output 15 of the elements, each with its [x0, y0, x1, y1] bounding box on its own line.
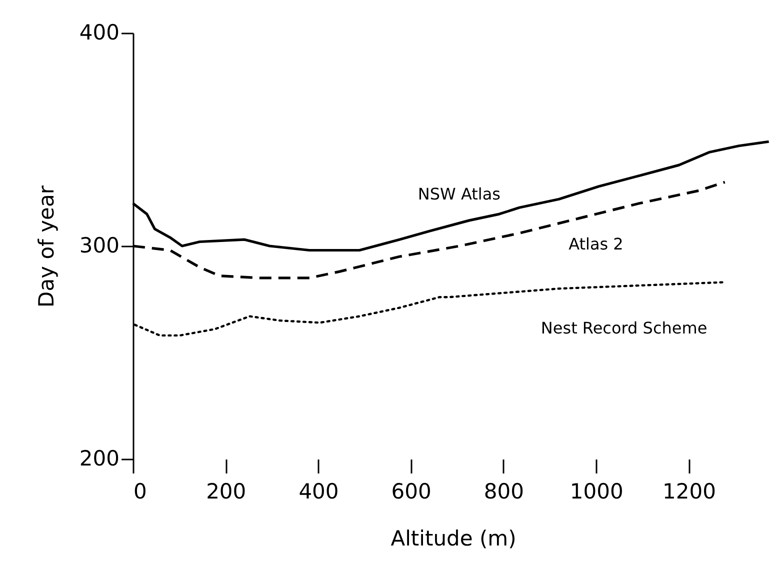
x-tick-label: 600: [391, 480, 432, 504]
series-label: Atlas 2: [568, 234, 624, 254]
y-tick-label: 200: [79, 446, 120, 470]
series-label: NSW Atlas: [418, 184, 500, 204]
x-tick-label: 800: [484, 480, 524, 504]
x-tick-label: 1200: [662, 480, 716, 504]
x-tick-label: 200: [206, 480, 246, 504]
x-tick-label: 0: [134, 480, 147, 504]
y-axis-title: Day of year: [34, 185, 58, 308]
series-label: Nest Record Scheme: [540, 318, 708, 338]
y-tick-label: 400: [79, 20, 120, 44]
x-tick-label: 400: [298, 480, 339, 504]
y-tick-label: 300: [79, 234, 120, 258]
x-axis-title: Altitude (m): [390, 526, 516, 550]
x-tick-label: 1000: [570, 480, 624, 504]
